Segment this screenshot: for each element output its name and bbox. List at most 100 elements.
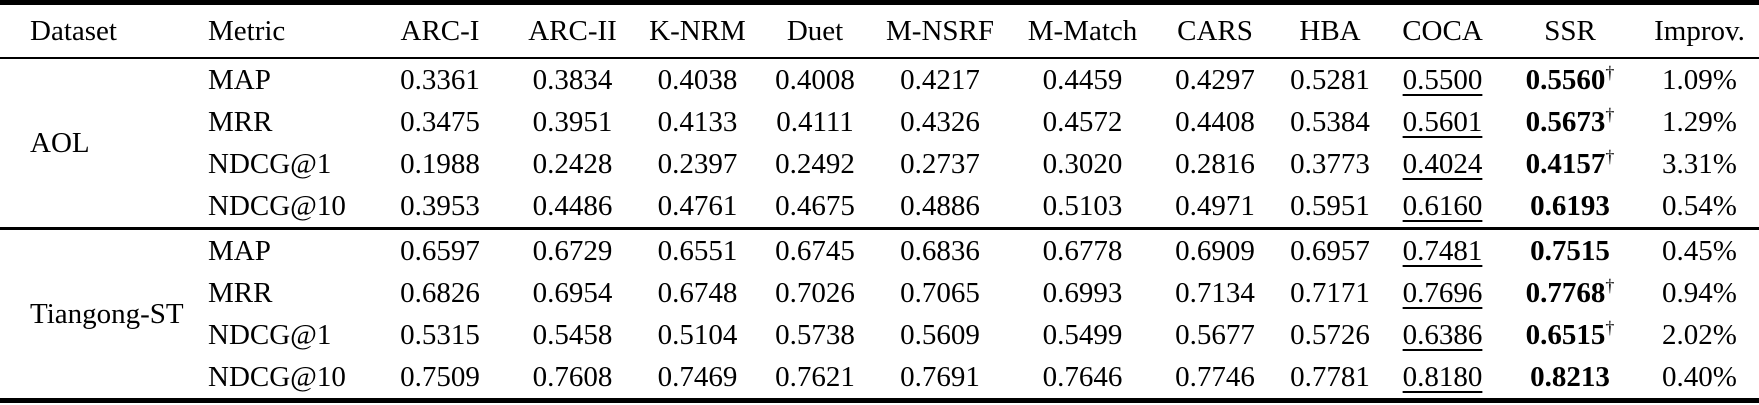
metric-label: NDCG@10 xyxy=(208,189,346,222)
value-cell: 0.6551 xyxy=(635,227,760,272)
ssr-value-cell: 0.8213 xyxy=(1500,356,1640,401)
best-value: 0.6193 xyxy=(1530,189,1610,222)
improv-value-cell: 0.40% xyxy=(1662,360,1737,393)
best-value: 0.7515 xyxy=(1530,234,1610,267)
value-cell: 0.7026 xyxy=(775,276,855,309)
value-cell: 0.4038 xyxy=(657,63,738,96)
value-cell: 0.6836 xyxy=(870,227,1010,272)
table-header: Dataset Metric ARC-I ARC-II K-NRM Duet M… xyxy=(0,2,1759,59)
best-value: 0.8213 xyxy=(1530,360,1610,393)
metric-label: MAP xyxy=(185,227,370,272)
second-best-value: 0.5500 xyxy=(1402,63,1483,96)
column-header-m-nsrf: M-NSRF xyxy=(870,2,1010,59)
value-cell: 0.7621 xyxy=(775,360,855,393)
ssr-value-cell: 0.5673† xyxy=(1500,101,1640,143)
coca-value-cell: 0.6160 xyxy=(1385,185,1500,229)
dataset-label: Tiangong-ST xyxy=(0,227,185,401)
column-header-improv: Improv. xyxy=(1640,2,1759,59)
value-cell: 0.6729 xyxy=(510,227,635,272)
value-cell: 0.6597 xyxy=(370,227,510,272)
dagger-mark: † xyxy=(1605,274,1615,295)
value-cell: 0.5315 xyxy=(400,318,480,351)
value-cell: 0.6954 xyxy=(532,276,613,309)
column-header-ssr: SSR xyxy=(1500,2,1640,59)
value-cell: 0.7065 xyxy=(900,276,980,309)
value-cell: 0.4111 xyxy=(776,105,854,138)
coca-value-cell: 0.4024 xyxy=(1385,143,1500,185)
value-cell: 0.7509 xyxy=(400,360,480,393)
value-cell: 0.3951 xyxy=(532,105,613,138)
metric-label: MRR xyxy=(208,276,273,309)
value-cell: 0.2737 xyxy=(900,147,980,180)
value-cell: 0.3020 xyxy=(1042,147,1123,180)
column-header-arc-i: ARC-I xyxy=(370,2,510,59)
best-value: 0.5560 xyxy=(1525,63,1606,96)
dagger-mark: † xyxy=(1605,145,1615,166)
best-value: 0.4157 xyxy=(1525,147,1606,180)
value-cell: 0.2492 xyxy=(775,147,855,180)
value-cell: 0.7781 xyxy=(1290,360,1370,393)
value-cell: 0.7646 xyxy=(1042,360,1123,393)
coca-value-cell: 0.5601 xyxy=(1385,101,1500,143)
value-cell: 0.1988 xyxy=(400,147,480,180)
value-cell: 0.5738 xyxy=(775,318,855,351)
column-header-duet: Duet xyxy=(760,2,870,59)
value-cell: 0.4886 xyxy=(900,189,980,222)
column-header-hba: HBA xyxy=(1275,2,1385,59)
table-row: NDCG@10 0.3953 0.4486 0.4761 0.4675 0.48… xyxy=(0,185,1759,229)
improv-value-cell: 0.54% xyxy=(1662,189,1737,222)
value-cell: 0.4133 xyxy=(657,105,738,138)
coca-value-cell: 0.7696 xyxy=(1385,272,1500,314)
value-cell: 0.7171 xyxy=(1290,276,1370,309)
header-row: Dataset Metric ARC-I ARC-II K-NRM Duet M… xyxy=(0,2,1759,59)
value-cell: 0.5458 xyxy=(532,318,613,351)
column-header-cars: CARS xyxy=(1155,2,1275,59)
ssr-value-cell: 0.5560† xyxy=(1500,58,1640,101)
value-cell: 0.2428 xyxy=(532,147,613,180)
value-cell: 0.3773 xyxy=(1290,147,1370,180)
value-cell: 0.4008 xyxy=(775,63,855,96)
metric-label: MAP xyxy=(208,63,271,96)
dataset-label: AOL xyxy=(30,126,90,159)
value-cell: 0.5499 xyxy=(1042,318,1123,351)
column-header-metric: Metric xyxy=(185,2,370,59)
ssr-value-cell: 0.7515 xyxy=(1500,227,1640,272)
ssr-value-cell: 0.7768† xyxy=(1500,272,1640,314)
improv-value-cell: 0.94% xyxy=(1662,276,1737,309)
value-cell: 0.7691 xyxy=(900,360,980,393)
metric-label: MRR xyxy=(208,105,273,138)
value-cell: 0.5384 xyxy=(1290,105,1370,138)
value-cell: 0.5677 xyxy=(1175,318,1255,351)
value-cell: 0.6745 xyxy=(760,227,870,272)
value-cell: 0.5104 xyxy=(657,318,738,351)
value-cell: 0.6826 xyxy=(400,276,480,309)
group-aol: AOL MAP 0.3361 0.3834 0.4038 0.4008 0.42… xyxy=(0,58,1759,229)
value-cell: 0.3953 xyxy=(400,189,480,222)
best-value: 0.5673 xyxy=(1525,105,1606,138)
value-cell: 0.3834 xyxy=(532,63,613,96)
value-cell: 0.4217 xyxy=(900,63,980,96)
improv-value-cell: 0.45% xyxy=(1640,227,1759,272)
table-row: NDCG@10 0.7509 0.7608 0.7469 0.7621 0.76… xyxy=(0,356,1759,401)
group-tiangong-st: Tiangong-ST MAP 0.6597 0.6729 0.6551 0.6… xyxy=(0,227,1759,401)
value-cell: 0.7469 xyxy=(657,360,738,393)
value-cell: 0.2397 xyxy=(657,147,738,180)
column-header-m-match: M-Match xyxy=(1010,2,1155,59)
second-best-value: 0.8180 xyxy=(1402,360,1483,393)
improv-value-cell: 1.09% xyxy=(1662,63,1737,96)
value-cell: 0.4486 xyxy=(532,189,613,222)
improv-value-cell: 2.02% xyxy=(1662,318,1737,351)
improv-value-cell: 3.31% xyxy=(1662,147,1737,180)
value-cell: 0.4326 xyxy=(900,105,980,138)
value-cell: 0.4572 xyxy=(1042,105,1123,138)
table-row: MRR 0.3475 0.3951 0.4133 0.4111 0.4326 0… xyxy=(0,101,1759,143)
column-header-arc-ii: ARC-II xyxy=(510,2,635,59)
value-cell: 0.7134 xyxy=(1175,276,1255,309)
value-cell: 0.5951 xyxy=(1290,189,1370,222)
second-best-value: 0.6386 xyxy=(1402,318,1483,351)
table-row: Tiangong-ST MAP 0.6597 0.6729 0.6551 0.6… xyxy=(0,227,1759,401)
column-header-dataset: Dataset xyxy=(0,2,185,59)
value-cell: 0.6993 xyxy=(1042,276,1123,309)
